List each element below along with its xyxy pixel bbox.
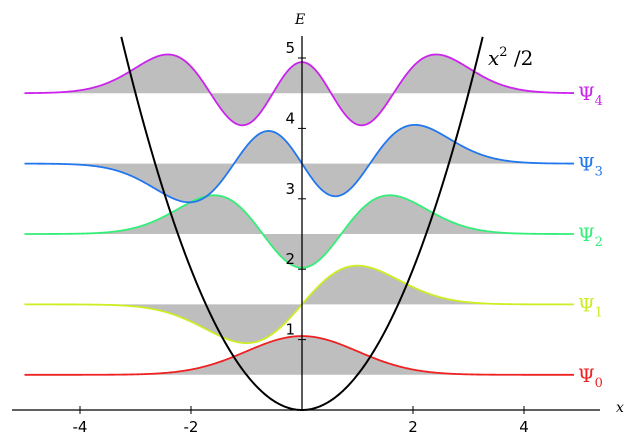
x-tick-label: -4 [73, 418, 88, 436]
psi-2-fill [24, 195, 574, 268]
psi-1-fill [24, 265, 574, 344]
wavefunction-fills [24, 54, 574, 375]
psi-4-label-index: 4 [595, 94, 603, 109]
wavefunction-curves [24, 53, 574, 376]
psi-2-label: Ψ2 [578, 224, 603, 250]
psi-0-label-index: 0 [595, 376, 603, 391]
psi-2-curve [24, 194, 574, 269]
potential-label-exponent: 2 [499, 45, 507, 60]
x-tick-label: 2 [408, 418, 418, 436]
psi-4-label-symbol: Ψ [578, 83, 595, 105]
psi-1-label-symbol: Ψ [578, 294, 595, 316]
psi-3-label-index: 3 [595, 165, 603, 180]
x-tick-label: -2 [184, 418, 199, 436]
psi-3-fill [24, 124, 574, 203]
psi-0-fill [24, 336, 574, 375]
psi-0-label-symbol: Ψ [578, 365, 595, 387]
axes [12, 36, 600, 411]
psi-4-fill [24, 54, 574, 126]
y-tick-label: 3 [285, 180, 295, 198]
y-tick-label: 4 [285, 109, 295, 127]
potential-label: x2 /2 [488, 45, 533, 70]
psi-0-curve [24, 335, 574, 376]
psi-1-label-index: 1 [595, 305, 603, 320]
y-tick-label: 5 [285, 39, 295, 57]
psi-0-label: Ψ0 [578, 365, 603, 391]
y-tick-label: 2 [285, 250, 295, 268]
psi-1-label: Ψ1 [578, 294, 603, 320]
psi-3-label: Ψ3 [578, 154, 603, 180]
psi-2-label-symbol: Ψ [578, 224, 595, 246]
psi-3-label-symbol: Ψ [578, 154, 595, 176]
psi-2-label-index: 2 [595, 235, 603, 250]
potential-label-rest: /2 [508, 46, 534, 70]
x-axis-label: x [616, 400, 624, 416]
x-tick-label: 4 [519, 418, 529, 436]
potential-label-var: x [488, 46, 499, 70]
psi-1-curve [24, 264, 574, 345]
psi-4-label: Ψ4 [578, 83, 603, 109]
ticks: -4 -2 2 4 1 2 3 4 5 [73, 39, 529, 436]
psi-3-curve [24, 123, 574, 204]
y-axis-label: E [294, 12, 305, 28]
psi-4-curve [24, 53, 574, 127]
y-tick-label: 1 [285, 321, 295, 339]
